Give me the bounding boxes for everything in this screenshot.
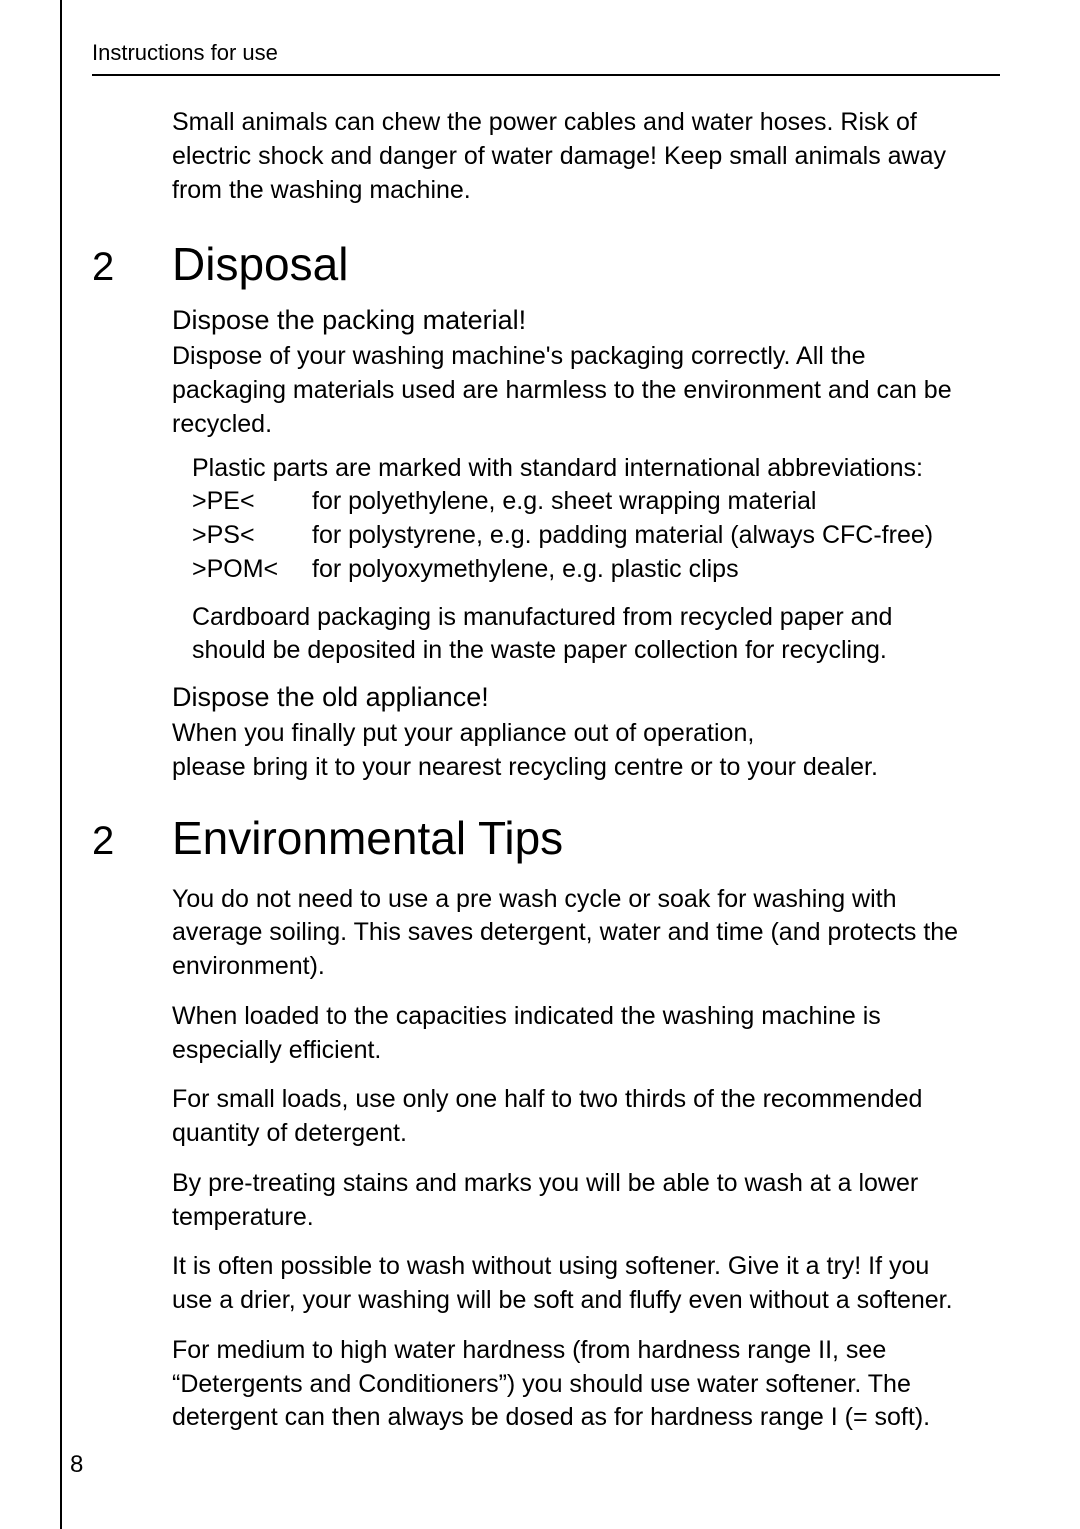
dispose-packing-para: Dispose of your washing machine's packag… (172, 340, 970, 441)
section-title: Environmental Tips (172, 811, 563, 865)
section-title: Disposal (172, 237, 348, 291)
env-tip: By pre-treating stains and marks you wil… (172, 1167, 970, 1235)
page-number: 8 (70, 1451, 83, 1479)
header-label: Instructions for use (92, 40, 1000, 74)
env-tip: When loaded to the capacities indicated … (172, 1000, 970, 1068)
cardboard-para: Cardboard packaging is manufactured from… (192, 601, 970, 669)
abbrev-desc: for polyoxymethylene, e.g. plastic clips (312, 553, 739, 587)
abbrev-code: >PS< (192, 519, 312, 553)
abbrev-desc: for polystyrene, e.g. padding material (… (312, 519, 933, 553)
disposal-section-heading: 2 Disposal (92, 237, 970, 291)
abbrev-desc: for polyethylene, e.g. sheet wrapping ma… (312, 485, 816, 519)
dispose-old-line2: please bring it to your nearest recyclin… (172, 751, 970, 785)
abbrev-block: Plastic parts are marked with standard i… (192, 452, 970, 587)
page-frame: Instructions for use Small animals can c… (60, 0, 1030, 1529)
dispose-packing-heading: Dispose the packing material! (172, 305, 970, 336)
env-tip: It is often possible to wash without usi… (172, 1250, 970, 1318)
header-section: Instructions for use (62, 40, 1030, 76)
abbrev-code: >PE< (192, 485, 312, 519)
abbrev-intro: Plastic parts are marked with standard i… (192, 452, 970, 486)
dispose-old-heading: Dispose the old appliance! (172, 682, 970, 713)
dispose-old-line1: When you finally put your appliance out … (172, 717, 970, 751)
abbrev-row: >PE< for polyethylene, e.g. sheet wrappi… (192, 485, 970, 519)
intro-paragraph: Small animals can chew the power cables … (172, 106, 970, 207)
section-number: 2 (92, 819, 172, 864)
env-section-heading: 2 Environmental Tips (92, 811, 970, 865)
section-number: 2 (92, 245, 172, 290)
abbrev-row: >PS< for polystyrene, e.g. padding mater… (192, 519, 970, 553)
header-rule (92, 74, 1000, 76)
content-area: Small animals can chew the power cables … (62, 106, 1030, 1435)
env-tip: You do not need to use a pre wash cycle … (172, 883, 970, 984)
env-tip: For small loads, use only one half to tw… (172, 1083, 970, 1151)
env-tip: For medium to high water hardness (from … (172, 1334, 970, 1435)
abbrev-code: >POM< (192, 553, 312, 587)
abbrev-row: >POM< for polyoxymethylene, e.g. plastic… (192, 553, 970, 587)
